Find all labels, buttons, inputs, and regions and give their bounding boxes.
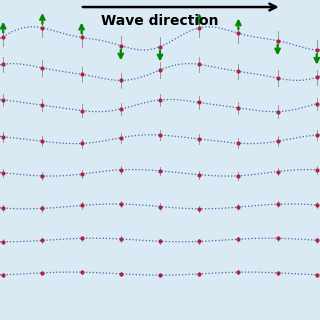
Text: Wave direction: Wave direction bbox=[101, 14, 219, 28]
